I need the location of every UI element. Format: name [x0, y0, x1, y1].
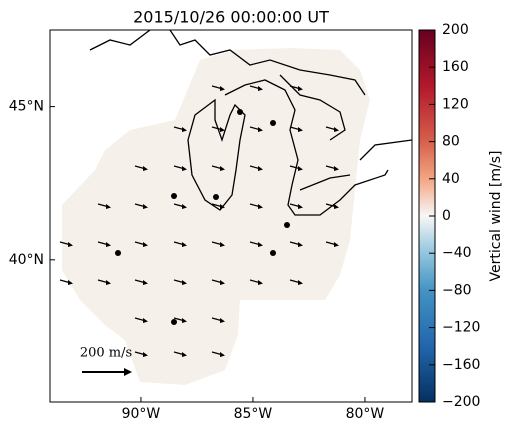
wind-arrow-head: [106, 242, 111, 247]
wind-arrow-head: [220, 242, 225, 247]
wind-arrow-head: [143, 166, 148, 171]
wind-arrow-head: [182, 318, 187, 323]
wind-arrow-head: [298, 127, 303, 132]
colorbar-label: Vertical wind [m/s]: [488, 151, 504, 282]
wind-arrow-head: [106, 280, 111, 285]
y-tick-label: 40°N: [9, 252, 44, 268]
colorbar-tick-label: 120: [442, 96, 469, 112]
station: [270, 250, 276, 256]
wind-arrow-head: [258, 204, 263, 209]
wind-arrow-head: [298, 204, 303, 209]
wind-arrow-head: [334, 204, 339, 209]
wind-arrow-head: [182, 166, 187, 171]
title: 2015/10/26 00:00:00 UT: [133, 8, 329, 27]
wind-arrow-head: [258, 280, 263, 285]
wind-arrow-head: [220, 352, 225, 357]
wind-arrow-head: [258, 127, 263, 132]
scale-arrow-head: [124, 368, 132, 376]
x-tick-label: 85°W: [234, 406, 273, 422]
coastlines: [89, 30, 412, 216]
wind-arrow-head: [143, 204, 148, 209]
wind-arrow-head: [258, 166, 263, 171]
wind-arrow-head: [258, 242, 263, 247]
wind-arrow-head: [143, 352, 148, 357]
wind-arrow-head: [143, 280, 148, 285]
x-tick-label: 90°W: [122, 406, 161, 422]
wind-arrow-head: [298, 242, 303, 247]
wind-arrow-head: [298, 86, 303, 91]
colorbar-tick-label: 200: [442, 22, 469, 38]
station: [115, 250, 121, 256]
x-tick-label: 80°W: [346, 406, 385, 422]
colorbar-tick-label: 40: [442, 171, 460, 187]
station: [270, 120, 276, 126]
coverage: [62, 48, 370, 385]
colorbar-tick-label: −40: [442, 245, 472, 261]
wind-arrow-head: [334, 166, 339, 171]
wind-arrow-head: [220, 280, 225, 285]
colorbar-tick-label: 160: [442, 59, 469, 75]
wind-arrow-head: [68, 242, 73, 247]
wind-vectors: [59, 85, 339, 357]
wind-arrow-head: [220, 318, 225, 323]
map-content: [59, 30, 412, 385]
wind-arrow-head: [220, 127, 225, 132]
wind-arrow-head: [182, 280, 187, 285]
wind-arrow-head: [220, 204, 225, 209]
station: [213, 194, 219, 200]
wind-arrow-head: [182, 127, 187, 132]
wind-arrow-head: [143, 318, 148, 323]
y-tick-label: 45°N: [9, 99, 44, 115]
wind-arrow-head: [182, 204, 187, 209]
scale-label: 200 m/s: [80, 346, 132, 361]
wind-arrow-head: [220, 86, 225, 91]
station: [284, 222, 290, 228]
station: [237, 109, 243, 115]
wind-arrow-head: [182, 352, 187, 357]
colorbar-tick-label: 0: [442, 208, 451, 224]
station: [171, 193, 177, 199]
colorbar-tick-label: −160: [442, 357, 480, 373]
wind-arrow-head: [298, 166, 303, 171]
wind-arrow-head: [143, 242, 148, 247]
wind-arrow-head: [182, 242, 187, 247]
wind-arrow-head: [334, 127, 339, 132]
wind-arrow-head: [258, 86, 263, 91]
wind-arrow-head: [298, 280, 303, 285]
station: [171, 319, 177, 325]
map-border: [49, 29, 413, 403]
colorbar-tick-label: −80: [442, 282, 472, 298]
wind-arrow-head: [220, 166, 225, 171]
stations: [115, 109, 290, 325]
wind-arrow-head: [334, 242, 339, 247]
colorbar-tick-label: −120: [442, 320, 480, 336]
colorbar-tick-label: −200: [442, 394, 480, 410]
wind-arrow-head: [106, 204, 111, 209]
colorbar-tick-label: 80: [442, 134, 460, 150]
wind-arrow-head: [68, 280, 73, 285]
